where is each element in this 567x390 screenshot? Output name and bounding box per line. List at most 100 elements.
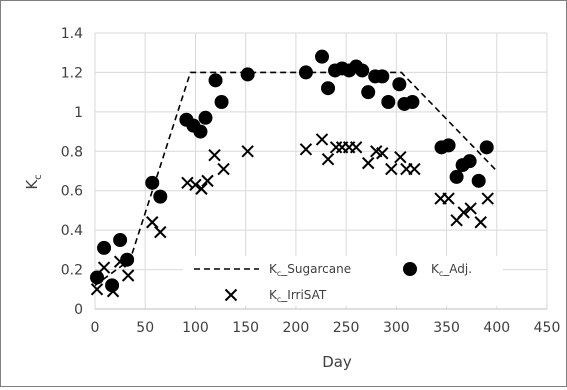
irrisat-x-marker — [181, 176, 194, 190]
x-marker-stroke — [321, 152, 335, 166]
x-marker-stroke — [370, 145, 383, 158]
kc-adj-point — [392, 77, 407, 92]
irrisat-x-marker — [208, 149, 221, 162]
x-marker-stroke — [113, 255, 127, 268]
legend-adj-swatch — [403, 262, 417, 276]
x-marker-stroke — [362, 156, 375, 170]
y-tick-label: 0.6 — [61, 184, 83, 200]
x-tick-label: 150 — [232, 320, 259, 336]
legend-irrisat-label: Kc_IrriSAT — [269, 288, 327, 304]
irrisat-x-marker — [385, 162, 398, 176]
kc-adj-point — [381, 95, 396, 109]
x-marker-stroke — [97, 261, 111, 274]
irrisat-x-marker — [464, 202, 477, 215]
x-marker-stroke — [106, 285, 120, 298]
y-tick-label: 0 — [74, 302, 83, 318]
kc-adj-point — [198, 110, 213, 125]
kc-adj-point — [240, 67, 255, 82]
x-tick-label: 350 — [433, 320, 460, 336]
kc-adj-point — [193, 124, 208, 139]
axes — [94, 33, 547, 310]
legend-adj-label: Kc_Adj. — [431, 262, 472, 278]
irrisat-x-marker — [241, 145, 254, 158]
y-tick-label: 0.2 — [61, 263, 83, 279]
irrisat-x-marker — [299, 143, 313, 156]
x-tick-label: 50 — [136, 320, 154, 336]
kc-adj-point — [462, 154, 477, 169]
irrisat-x-marker — [154, 225, 167, 239]
y-tick-label: 1 — [74, 105, 83, 121]
irrisat-x-marker — [394, 150, 407, 164]
x-marker-stroke — [121, 269, 135, 282]
irrisat-x-marker — [90, 283, 104, 296]
x-marker-stroke — [90, 283, 104, 296]
kc-adj-point — [355, 63, 370, 78]
x-marker-stroke — [154, 225, 167, 239]
irrisat-x-marker — [362, 156, 375, 170]
irrisat-x-marker — [113, 255, 127, 268]
x-marker-stroke — [201, 174, 214, 188]
x-tick-label: 0 — [91, 320, 100, 336]
kc-adj-point — [298, 65, 313, 80]
irrisat-x-marker — [315, 133, 329, 146]
series — [90, 49, 498, 298]
x-marker-stroke — [315, 133, 329, 146]
x-marker-stroke — [146, 216, 159, 229]
x-tick-label: 250 — [333, 320, 360, 336]
x-marker-stroke — [442, 192, 455, 205]
irrisat-x-marker — [121, 269, 135, 282]
x-marker-stroke — [481, 192, 494, 205]
irrisat-x-marker — [195, 182, 208, 195]
legend-box — [183, 256, 503, 306]
kc-adj-point — [321, 81, 336, 96]
kc-adj-point — [405, 95, 420, 109]
kc-adj-point — [145, 175, 160, 190]
y-tick-labels: 0 0.2 0.4 0.6 0.8 1 1.2 1.4 — [61, 26, 83, 318]
legend-sugarcane-label: Kc_Sugarcane — [269, 262, 351, 278]
irrisat-x-marker — [189, 178, 202, 192]
x-tick-label: 400 — [483, 320, 510, 336]
sugarcane-kc-line — [94, 71, 498, 286]
irrisat-x-marker — [224, 288, 238, 302]
irrisat-x-marker — [376, 147, 389, 160]
kc-adj-point — [208, 73, 223, 88]
kc-adj-point — [361, 85, 376, 100]
irrisat-x-marker — [146, 216, 159, 229]
irrisat-x-marker — [481, 192, 494, 205]
irrisat-x-marker — [442, 192, 455, 205]
x-tick-label: 300 — [383, 320, 410, 336]
x-marker-stroke — [299, 143, 313, 156]
irrisat-x-marker — [457, 206, 470, 219]
x-marker-stroke — [217, 162, 230, 176]
kc-adj-point — [214, 95, 229, 109]
irrisat-x-marker — [97, 261, 111, 274]
y-tick-label: 0.8 — [61, 144, 83, 160]
irrisat-x-marker — [321, 152, 335, 166]
irrisat-x-marker — [474, 216, 487, 229]
kc-adj-point — [441, 138, 456, 153]
x-tick-label: 450 — [534, 320, 561, 336]
irrisat-x-marker — [349, 141, 363, 154]
x-marker-stroke — [464, 202, 477, 215]
x-axis-label: Day — [322, 353, 352, 371]
x-tick-label: 100 — [182, 320, 209, 336]
irrisat-x-marker — [106, 285, 120, 298]
x-marker-stroke — [474, 216, 487, 229]
x-marker-stroke — [195, 182, 208, 195]
x-marker-stroke — [189, 178, 202, 192]
x-marker-stroke — [376, 147, 389, 160]
x-tick-labels: 0 50 100 150 200 250 300 350 400 450 — [91, 320, 561, 336]
kc-adj-point — [315, 49, 330, 64]
y-tick-label: 1.4 — [61, 26, 83, 42]
x-marker-stroke — [385, 162, 398, 176]
kc-adj-point — [449, 169, 464, 184]
irrisat-x-marker — [201, 174, 214, 188]
x-tick-label: 200 — [283, 320, 310, 336]
y-axis-label: Kc — [23, 174, 44, 189]
kc-adj-point — [97, 240, 112, 255]
y-tick-label: 0.4 — [61, 223, 83, 239]
irrisat-x-marker — [217, 162, 230, 176]
kc-adj-point — [90, 270, 105, 285]
kc-adj-point — [120, 252, 135, 267]
